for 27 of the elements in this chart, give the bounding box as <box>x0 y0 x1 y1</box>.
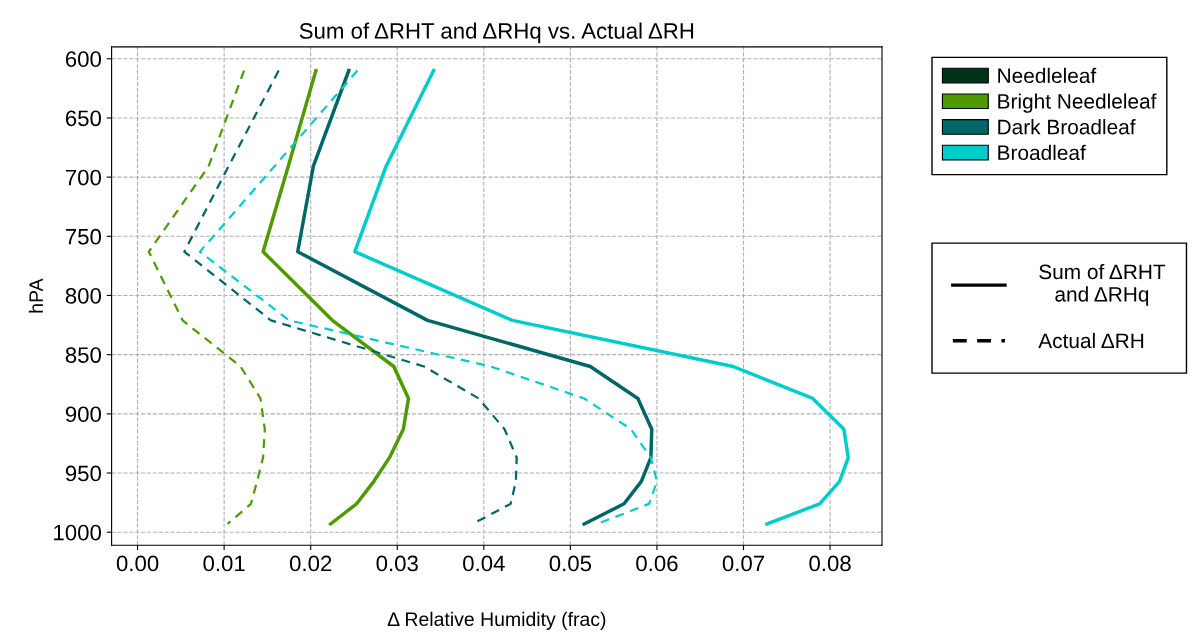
y-tick-label: 800 <box>65 288 102 304</box>
y-axis-title: hPA <box>28 278 43 313</box>
y-tick-label: 900 <box>65 406 102 423</box>
chart-title: Sum of ΔRHT and ΔRHq vs. Actual ΔRH <box>299 22 694 44</box>
y-tick-label: 650 <box>65 110 102 127</box>
legend-label: Bright Needleleaf <box>998 93 1157 113</box>
x-tick-label: 0.00 <box>116 555 159 572</box>
x-tick-label: 0.04 <box>463 555 505 572</box>
x-tick-label: 0.08 <box>809 555 851 572</box>
legend-label: Broadleaf <box>998 144 1086 161</box>
x-tick-label: 0.06 <box>636 555 678 572</box>
x-tick-label: 0.07 <box>722 555 765 572</box>
y-tick-label: 850 <box>65 347 102 363</box>
y-tick-label: 950 <box>65 465 102 482</box>
y-tick-label: 1000 <box>54 524 102 541</box>
x-tick-label: 0.05 <box>549 555 592 572</box>
legend-label: Dark Broadleaf <box>998 119 1136 135</box>
x-tick-label: 0.02 <box>289 555 332 572</box>
x-axis-title: Δ Relative Humidity (frac) <box>387 611 606 630</box>
x-tick-label: 0.01 <box>203 555 245 572</box>
y-tick-label: 700 <box>65 169 102 186</box>
y-tick-label: 600 <box>65 51 102 68</box>
legend-label: Needleleaf <box>998 67 1097 84</box>
x-tick-label: 0.03 <box>376 555 418 572</box>
legend-label: Actual ΔRH <box>1038 332 1144 349</box>
y-tick-label: 750 <box>65 228 102 245</box>
legend-label: Sum of ΔRHT and ΔRHq <box>1039 263 1166 306</box>
